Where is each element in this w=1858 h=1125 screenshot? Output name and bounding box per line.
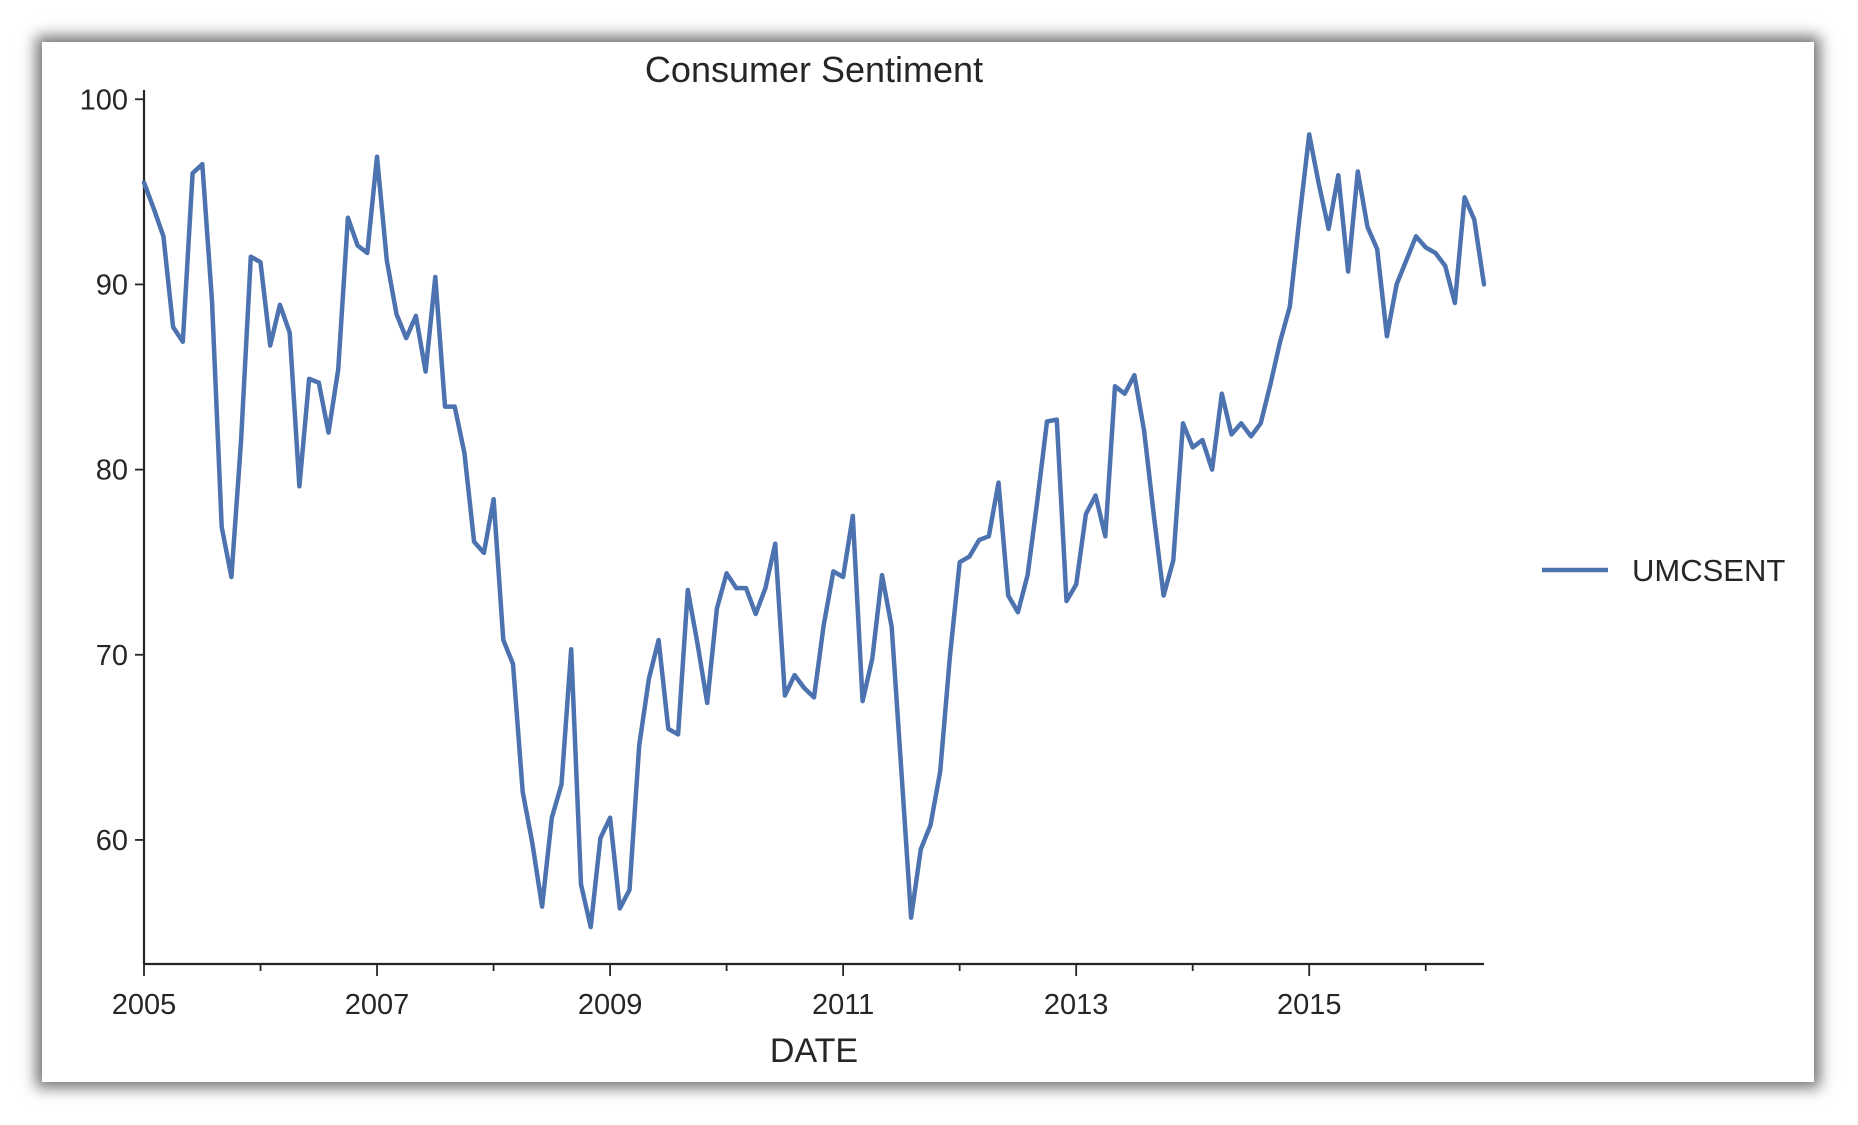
- x-ticks: 2005 2007 2009 2011 2013 2015: [112, 964, 1427, 1021]
- legend: UMCSENT: [1542, 553, 1785, 588]
- axes: [142, 90, 1484, 966]
- y-tick-label: 70: [96, 640, 128, 672]
- y-ticks: 60 70 80 90 100: [80, 84, 144, 857]
- legend-label-umcsent: UMCSENT: [1632, 553, 1785, 588]
- x-axis-title: DATE: [770, 1032, 858, 1070]
- x-tick-label: 2009: [578, 989, 643, 1021]
- series-line-umcsent: [141, 132, 1487, 930]
- chart-title: Consumer Sentiment: [645, 49, 983, 90]
- x-tick-label: 2007: [345, 989, 410, 1021]
- series-layer: [141, 132, 1487, 930]
- y-tick-label: 90: [96, 269, 128, 301]
- x-tick-label: 2013: [1044, 989, 1109, 1021]
- y-tick-label: 100: [80, 84, 128, 116]
- y-tick-label: 80: [96, 455, 128, 487]
- chart-panel: [42, 42, 1814, 1082]
- y-tick-label: 60: [96, 825, 128, 857]
- x-tick-label: 2005: [112, 989, 177, 1021]
- x-tick-label: 2011: [812, 989, 874, 1021]
- x-tick-label: 2015: [1277, 989, 1342, 1021]
